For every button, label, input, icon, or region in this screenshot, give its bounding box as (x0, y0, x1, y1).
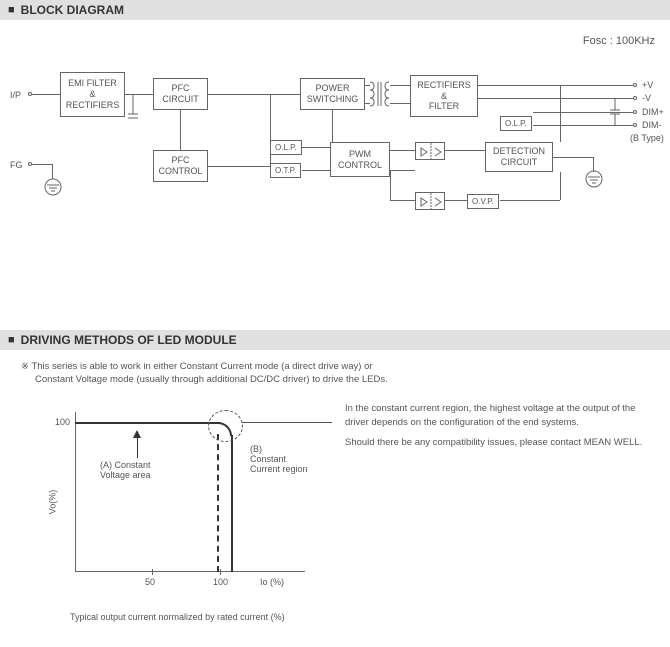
io-vn-label: -V (642, 93, 651, 103)
block-emi: EMI FILTER & RECTIFIERS (60, 72, 125, 117)
io-fg-label: FG (10, 160, 23, 170)
y-100-label: 100 (55, 417, 70, 427)
wire (445, 150, 485, 151)
wire (478, 85, 633, 86)
chart-x-axis (75, 571, 305, 572)
wire (208, 94, 300, 95)
wire (270, 94, 271, 166)
wire (32, 164, 52, 165)
block-olp-mid: O.L.P. (270, 140, 302, 155)
chart-caption: Typical output current normalized by rat… (70, 612, 655, 622)
block-pfc-control: PFC CONTROL (153, 150, 208, 182)
terminal-vp (633, 83, 637, 87)
wire (390, 150, 415, 151)
block-rectifiers-filter: RECTIFIERS & FILTER (410, 75, 478, 117)
terminal-dimp (633, 110, 637, 114)
knee-circle (208, 410, 243, 442)
chart-container: 100 (A) Constant Voltage area (B) Consta… (15, 402, 655, 602)
wire (500, 200, 560, 201)
section-header-block-diagram: BLOCK DIAGRAM (0, 0, 670, 20)
wire (365, 103, 370, 104)
wire (390, 103, 410, 104)
x-axis-label: Io (%) (260, 577, 284, 587)
y-axis-label: Vo(%) (47, 489, 57, 514)
wire (390, 200, 415, 201)
chart-text-1: In the constant current region, the high… (345, 402, 655, 431)
io-dimn-label: DIM- (642, 120, 662, 130)
fosc-label: Fosc : 100KHz (583, 35, 655, 47)
arrow-a (133, 430, 141, 438)
dashed-line (217, 434, 219, 572)
wire (32, 94, 60, 95)
wire (52, 164, 53, 179)
region-a-label: (A) Constant Voltage area (100, 460, 151, 480)
block-power-switching: POWER SWITCHING (300, 78, 365, 110)
wire (332, 110, 333, 142)
capacitor-symbol-left (128, 94, 138, 132)
ground-symbol-left (44, 178, 62, 199)
block-ovp: O.V.P. (467, 194, 499, 209)
opto-isolator-2 (415, 192, 445, 210)
io-dimp-label: DIM+ (642, 107, 664, 117)
wire (390, 170, 415, 171)
wire (302, 147, 330, 148)
vo-io-chart: 100 (A) Constant Voltage area (B) Consta… (45, 402, 325, 602)
x-100-label: 100 (213, 577, 228, 587)
driving-note: This series is able to work in either Co… (35, 360, 655, 387)
wire (302, 170, 330, 171)
section-title-driving: DRIVING METHODS OF LED MODULE (21, 333, 237, 347)
arrow-a-line (137, 438, 138, 458)
chart-description: In the constant current region, the high… (345, 402, 655, 602)
block-diagram: Fosc : 100KHz I/P EMI FILTER & RECTIFIER… (0, 30, 670, 310)
block-pfc-circuit: PFC CIRCUIT (153, 78, 208, 110)
opto-isolator-1 (415, 142, 445, 160)
terminal-dimn (633, 123, 637, 127)
chart-y-axis (75, 412, 76, 572)
wire (390, 170, 391, 200)
wire (445, 200, 467, 201)
wire (390, 85, 410, 86)
ground-symbol-right (585, 170, 603, 191)
cc-line (231, 435, 233, 572)
wire (365, 85, 370, 86)
section-title: BLOCK DIAGRAM (21, 3, 124, 17)
driving-section: This series is able to work in either Co… (0, 360, 670, 622)
wire (208, 166, 270, 167)
region-b-label: (B) Constant Current region (250, 444, 308, 474)
tick-100 (220, 569, 221, 575)
block-pwm-control: PWM CONTROL (330, 142, 390, 177)
section-header-driving: DRIVING METHODS OF LED MODULE (0, 330, 670, 350)
cv-line (75, 422, 220, 424)
io-ip-label: I/P (10, 90, 21, 100)
block-olp-output: O.L.P. (500, 116, 532, 131)
x-50-label: 50 (145, 577, 155, 587)
block-otp: O.T.P. (270, 163, 301, 178)
io-btype-label: (B Type) (630, 133, 664, 143)
wire (560, 85, 561, 142)
chart-text-2: Should there be any compatibility issues… (345, 436, 655, 450)
io-vp-label: +V (642, 80, 653, 90)
block-detection: DETECTION CIRCUIT (485, 142, 553, 172)
wire (553, 157, 593, 158)
terminal-vn (633, 96, 637, 100)
capacitor-symbol (610, 98, 620, 136)
wire (180, 110, 181, 150)
wire (560, 172, 561, 200)
tick-50 (152, 569, 153, 575)
connector-line (242, 422, 332, 423)
